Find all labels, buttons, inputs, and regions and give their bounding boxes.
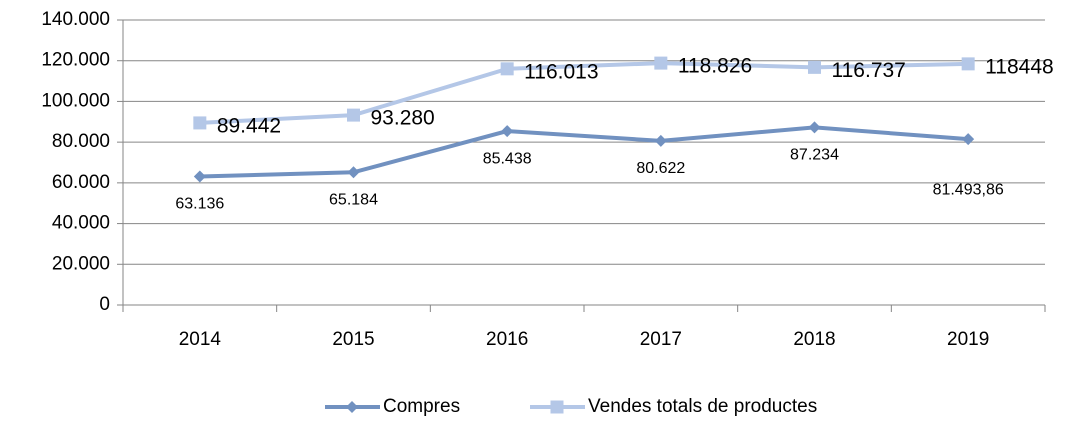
data-label: 80.622 [636, 160, 685, 177]
series-line [199, 125, 969, 179]
y-tick-label: 0 [99, 294, 110, 315]
data-point [961, 57, 975, 71]
data-label: 118.826 [678, 55, 752, 78]
data-label: 93.280 [371, 107, 435, 130]
data-label: 63.136 [175, 196, 224, 213]
legend-marker [346, 401, 358, 413]
x-tick-label: 2018 [793, 329, 835, 350]
legend-marker [550, 400, 564, 414]
data-point [962, 133, 975, 146]
y-tick-label: 60.000 [52, 172, 110, 193]
x-tick-label: 2019 [947, 329, 989, 350]
data-point [501, 125, 514, 138]
data-label: 118448 [985, 55, 1054, 78]
data-point [193, 116, 207, 130]
x-tick-label: 2015 [332, 329, 374, 350]
y-tick-label: 100.000 [41, 90, 110, 111]
data-point [193, 170, 206, 183]
y-tick-label: 20.000 [52, 253, 110, 274]
data-label: 89.442 [217, 114, 281, 137]
y-tick-label: 120.000 [41, 50, 110, 71]
data-label: 87.234 [790, 147, 839, 164]
data-label: 116.013 [524, 60, 598, 83]
x-tick-label: 2017 [640, 329, 682, 350]
data-point [654, 134, 667, 147]
x-tick-label: 2016 [486, 329, 528, 350]
legend-label: Vendes totals de productes [588, 396, 817, 417]
data-point [347, 108, 360, 122]
data-point [808, 60, 821, 74]
legend-label: Compres [383, 396, 460, 417]
y-tick-label: 140.000 [41, 9, 110, 30]
data-point [500, 62, 514, 76]
x-tick-label: 2014 [179, 329, 222, 350]
data-label: 116.737 [832, 59, 906, 82]
y-tick-label: 80.000 [52, 131, 110, 152]
series-line [199, 61, 969, 125]
data-label: 85.438 [483, 150, 532, 167]
data-label: 81.493,86 [933, 181, 1004, 198]
data-label: 65.184 [329, 192, 378, 209]
data-point [347, 166, 360, 179]
data-point [654, 56, 668, 70]
data-point [808, 121, 821, 134]
y-tick-label: 40.000 [52, 213, 110, 234]
